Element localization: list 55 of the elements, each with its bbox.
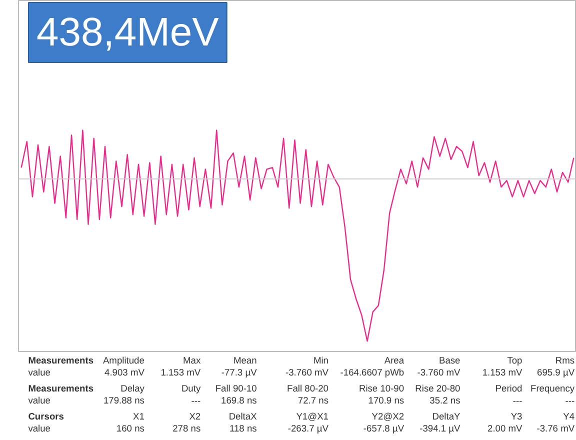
text: Measurements [28, 356, 94, 366]
text: DeltaX [228, 412, 258, 422]
text: -394.1 µV [420, 424, 462, 434]
text: value [28, 368, 50, 378]
text: --- [565, 396, 575, 406]
text: Amplitude [102, 356, 144, 366]
text: Rms [555, 356, 575, 366]
text: Duty [181, 384, 201, 394]
text: 35.2 ns [430, 396, 461, 406]
text: -3.760 mV [417, 368, 462, 378]
text: -657.8 µV [363, 424, 405, 434]
text: 1.153 mV [482, 368, 524, 378]
text: Min [313, 356, 328, 366]
text: value [28, 424, 50, 434]
text: --- [191, 396, 201, 406]
text: Base [438, 356, 460, 366]
text: Max [183, 356, 201, 366]
text: 72.7 ns [298, 396, 329, 406]
text: 179.88 ns [103, 396, 145, 406]
text: -3.76 mV [536, 424, 576, 434]
text: 278 ns [172, 424, 201, 434]
text: Fall 90-10 [215, 384, 257, 394]
text: Measurements [28, 384, 94, 394]
text: Cursors [28, 412, 64, 422]
text: Top [507, 356, 522, 366]
text: Mean [233, 356, 257, 366]
text: Y4 [563, 412, 575, 422]
text: Y2@X2 [372, 412, 404, 422]
text: value [28, 396, 50, 406]
text: 160 ns [116, 424, 145, 434]
text: Y3 [510, 412, 522, 422]
text: Area [384, 356, 405, 366]
text: Rise 10-90 [358, 384, 404, 394]
text: 2.00 mV [488, 424, 524, 434]
text: 118 ns [230, 424, 258, 434]
text: 170.9 ns [368, 396, 404, 406]
text: Frequency [530, 384, 575, 394]
text: 695.9 µV [537, 368, 576, 378]
text: -263.7 µV [288, 424, 330, 434]
text: 169.8 ns [221, 396, 258, 406]
text: X2 [189, 412, 201, 422]
text: Delay [120, 384, 145, 394]
text: 1.153 mV [160, 368, 202, 378]
text: --- [512, 396, 522, 406]
text: -77.3 µV [221, 368, 258, 378]
text: Y1@X1 [296, 412, 329, 422]
text: -164.6607 pWb [340, 368, 404, 378]
text: X1 [133, 412, 144, 422]
text: Rise 20-80 [415, 384, 460, 394]
text: DeltaY [432, 412, 462, 422]
text: -3.760 mV [285, 368, 330, 378]
text: Period [495, 384, 522, 394]
text: 4.903 mV [104, 368, 146, 378]
text: Fall 80-20 [287, 384, 329, 394]
chart-title: 438,4MeV [36, 10, 220, 54]
